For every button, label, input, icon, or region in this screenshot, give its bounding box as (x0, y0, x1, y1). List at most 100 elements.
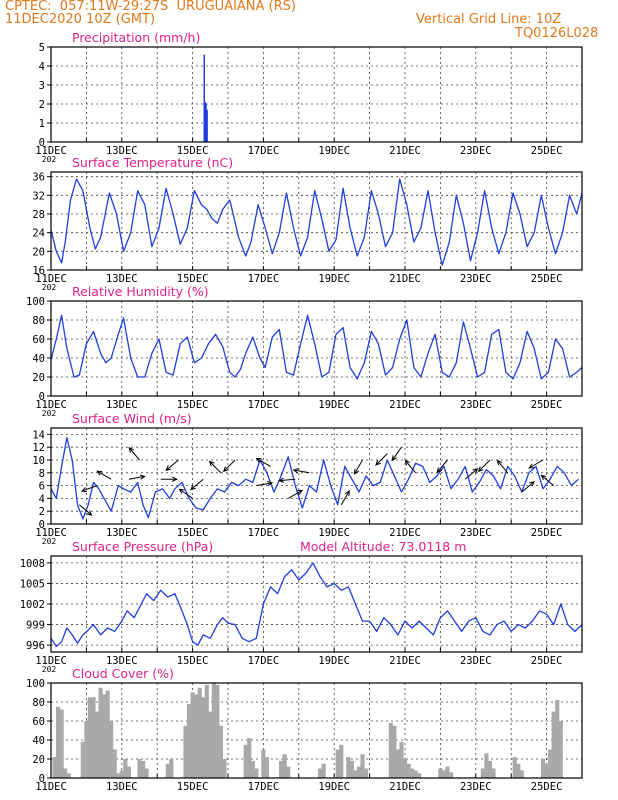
wind-arrow (293, 469, 310, 474)
x-tick-label: 25DEC (531, 399, 563, 411)
y-tick-label: 8 (39, 468, 45, 480)
y-tick-label: 996 (26, 640, 45, 652)
cloud-bar (388, 722, 393, 778)
cloud-bar (201, 697, 206, 778)
cloud-bar (480, 768, 485, 778)
cloud-bar (317, 768, 323, 778)
cloud-bar (282, 754, 287, 778)
y-tick-label: 1008 (20, 558, 45, 570)
cloud-bar (52, 757, 57, 778)
x-tick-label: 23DEC (460, 273, 492, 285)
x-tick-label: 15DEC (177, 145, 209, 157)
cloud-bar (321, 763, 326, 778)
y-tick-label: 4 (39, 493, 45, 505)
x-tick-label: 13DEC (106, 399, 138, 411)
series-line (50, 178, 583, 266)
cloud-bar (254, 768, 259, 778)
y-tick-label: 16 (32, 265, 45, 277)
y-tick-label: 40 (32, 353, 45, 365)
wind-arrow (340, 490, 350, 506)
cloud-bar (59, 709, 64, 778)
wind-arrow-head (391, 455, 397, 462)
cloud-bar (204, 684, 209, 778)
precip-bar (205, 104, 207, 142)
wind-arrow-head (528, 463, 535, 469)
y-tick-label: 40 (32, 735, 45, 747)
x-tick-label: 19DEC (318, 527, 350, 539)
x-tick-label: 23DEC (460, 527, 492, 539)
cloud-bar (484, 753, 489, 778)
wind-arrow (165, 459, 179, 471)
cloud-bar (491, 768, 496, 778)
x-tick-label: 15DEC (177, 399, 209, 411)
x-tick-label: 13DEC (106, 527, 138, 539)
y-tick-label: 60 (32, 334, 45, 346)
precip-bar (206, 109, 208, 142)
cloud-bar (105, 690, 110, 778)
cloud-bar (349, 760, 354, 778)
y-tick-label: 10 (32, 455, 45, 467)
x-tick-label: 15DEC (177, 273, 209, 285)
x-year-fragment: 202 (42, 665, 57, 674)
cloud-bar (109, 721, 114, 778)
station-header: CPTEC: 057:11W-29:27S URUGUAIANA (RS) (5, 0, 296, 14)
cloud-bar (441, 770, 447, 778)
wind-arrow (391, 446, 402, 461)
x-tick-label: 21DEC (389, 273, 421, 285)
series-line (50, 436, 579, 520)
panel-frame (50, 555, 583, 653)
panel-frame (50, 171, 583, 271)
wind-arrow (478, 459, 491, 472)
cloud-bar (487, 760, 493, 778)
x-tick-label: 25DEC (531, 527, 563, 539)
wind-arrow (128, 475, 145, 480)
wind-arrow-head (353, 468, 359, 475)
x-tick-label: 17DEC (248, 399, 280, 411)
cloud-bar (548, 749, 553, 778)
wind-arrow-head (292, 468, 299, 474)
y-tick-label: 2 (39, 506, 45, 518)
wind-arrow (279, 478, 296, 482)
cloud-bar (395, 749, 401, 778)
series-line (50, 314, 583, 380)
wind-arrow-head (472, 468, 479, 474)
wind-arrow (128, 447, 140, 461)
cloud-bar (55, 706, 61, 778)
cloud-bar (243, 744, 248, 778)
cloud-bar (555, 700, 560, 778)
x-tick-label: 17DEC (248, 273, 280, 285)
wind-arrow (436, 459, 448, 473)
wind-arrow (209, 461, 222, 474)
wind-arrow (179, 488, 193, 499)
wind-arrow (528, 459, 544, 469)
x-tick-label: 15DEC (177, 655, 209, 667)
wind-arrow (287, 489, 303, 499)
panel-frame (50, 682, 583, 779)
panel-title: Surface Wind (m/s) (72, 411, 192, 426)
cloud-bar (116, 773, 121, 778)
cloud-bar (186, 703, 192, 778)
y-tick-label: 0 (39, 773, 45, 785)
wind-arrow-head (139, 474, 146, 480)
wind-arrow (256, 457, 271, 467)
wind-arrow-head (529, 480, 535, 487)
panel-title: Surface Temperature (nC) (72, 155, 233, 170)
cloud-bar (353, 770, 358, 778)
x-tick-label: 19DEC (318, 399, 350, 411)
wind-arrow-head (172, 476, 178, 482)
cloud-bar (286, 766, 291, 778)
x-tick-label: 13DEC (106, 655, 138, 667)
wind-arrow (81, 485, 98, 492)
x-tick-label: 23DEC (460, 781, 492, 793)
x-tick-label: 25DEC (531, 655, 563, 667)
cloud-bar (551, 711, 556, 778)
wind-arrow (496, 460, 509, 474)
cloud-bar (98, 687, 103, 778)
wind-arrow-head (222, 466, 229, 473)
cloud-bar (516, 763, 521, 778)
y-tick-label: 2 (39, 99, 45, 111)
y-tick-label: 20 (32, 246, 45, 258)
wind-arrow-head (297, 489, 304, 495)
cloud-bar (190, 692, 195, 778)
